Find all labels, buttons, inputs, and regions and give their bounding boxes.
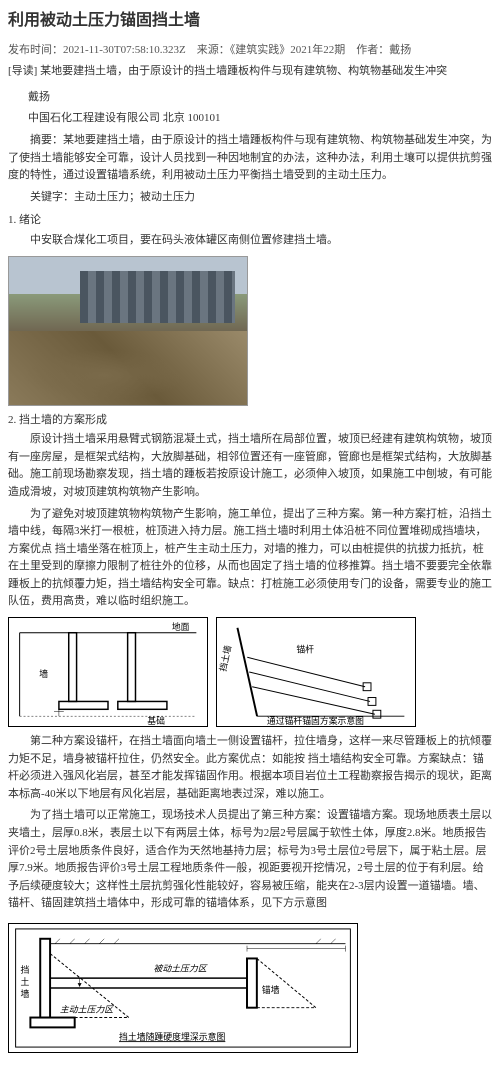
dia3-caption: 挡土墙随踵硬度埋深示意图	[119, 1031, 225, 1042]
keywords: 关键字：主动土压力；被动土压力	[8, 189, 494, 207]
section-2-p1: 原设计挡土墙采用悬臂式钢筋混凝土式，挡土墙所在局部位置，坡顶已经建有建筑构筑物，…	[8, 431, 494, 501]
dia1-ground-label: 地面	[172, 621, 190, 632]
dia3-active-label: 主动土压力区	[60, 1005, 114, 1015]
dia3-tie-label: 锚墙	[262, 984, 280, 995]
summary-paragraph: 摘要：某地要建挡土墙，由于原设计的挡土墙踵板构件与现有建筑物、构筑物基础发生冲突…	[8, 132, 494, 185]
section-1-title: 1. 绪论	[8, 212, 494, 230]
dia1-wall-label: 墙	[39, 668, 48, 679]
author-name: 戴扬	[28, 89, 494, 107]
section-2-p4: 为了挡土墙可以正常施工，现场技术人员提出了第三种方案：设置锚墙方案。现场地质表土…	[8, 807, 494, 913]
diagram-row-1: 地面 墙 基础 锚杆 挡土墙 通过锚杆锚固方案示意图	[8, 617, 494, 727]
dia3-wall-label: 挡	[21, 964, 30, 975]
site-photo	[8, 256, 248, 406]
dia3-wall-label3: 墙	[21, 988, 30, 999]
dia3-wall-label2: 土	[21, 976, 30, 987]
dia1-foundation-label: 基础	[147, 715, 165, 726]
meta-line: 发布时间：2021-11-30T07:58:10.323Z 来源：《建筑实践》2…	[8, 42, 494, 60]
section-1-body: 中安联合煤化工项目，要在码头液体罐区南侧位置修建挡土墙。	[8, 232, 494, 250]
page-title: 利用被动土压力锚固挡土墙	[8, 8, 494, 34]
dia2-wall-label: 挡土墙	[217, 644, 233, 672]
diagram-1: 地面 墙 基础	[8, 617, 208, 727]
diagram-3: 挡 土 墙 被动土压力区 锚墙 主动土压力区 挡土墙随踵硬度埋深示意图	[8, 923, 358, 1053]
section-2-p2: 为了避免对坡顶建筑物构筑物产生影响，施工单位，提出了三种方案。第一种方案打桩，沿…	[8, 506, 494, 612]
affiliation: 中国石化工程建设有限公司 北京 100101	[28, 110, 494, 128]
dia3-passive-label: 被动土压力区	[153, 963, 207, 973]
diagram-2: 锚杆 挡土墙 通过锚杆锚固方案示意图	[216, 617, 416, 727]
abstract: [导读] 某地要建挡土墙，由于原设计的挡土墙踵板构件与现有建筑物、构筑物基础发生…	[8, 63, 494, 81]
dia2-caption: 通过锚杆锚固方案示意图	[267, 715, 364, 726]
section-2-p3: 第二种方案设锚杆，在挡土墙面向墙土一侧设置锚杆，拉住墙身，这样一来尽管踵板上的抗…	[8, 733, 494, 803]
section-2-title: 2. 挡土墙的方案形成	[8, 412, 494, 430]
